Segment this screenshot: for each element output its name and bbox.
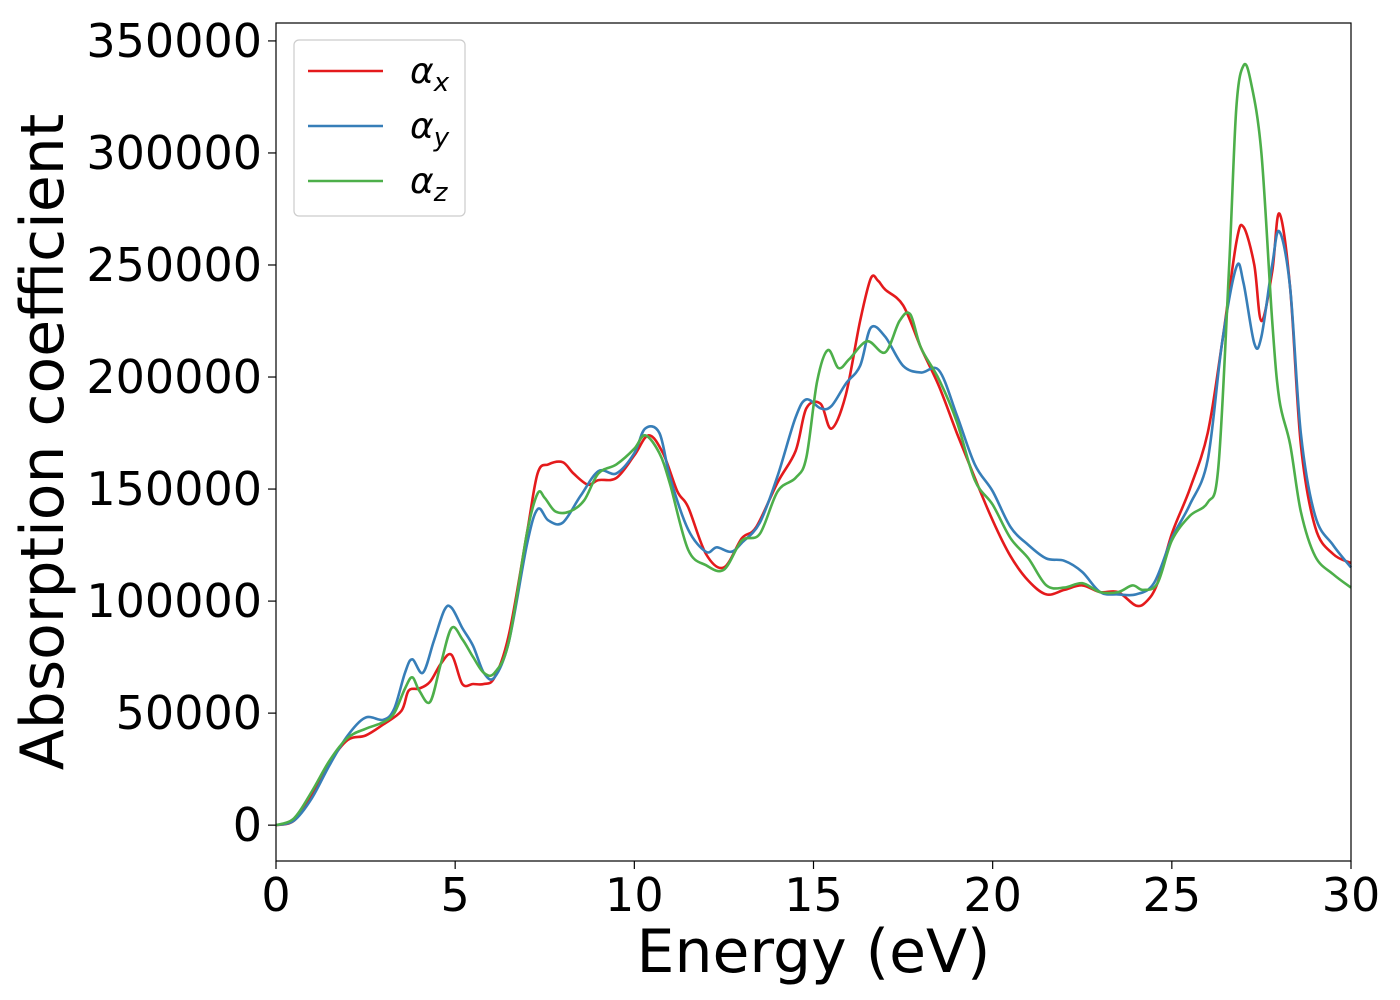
legend: αx αy αz [293,39,466,217]
series-layer [275,62,1353,827]
x-tick-label: 30 [1322,868,1381,922]
legend-label-y: αy [410,106,450,153]
series-line-z [275,62,1352,827]
y-tick-label: 100000 [86,574,262,628]
x-tick-label: 0 [261,868,290,922]
series-line-x [275,212,1352,827]
y-tick-label: 0 [233,798,262,852]
x-tick-label: 5 [441,868,470,922]
y-axis-label: Absorption coefficient [8,114,78,771]
y-tick-label: 200000 [86,350,262,404]
x-tick-label: 25 [1143,868,1202,922]
y-tick-label: 50000 [116,686,262,740]
y-tick-label: 300000 [86,126,262,180]
series-line-y [275,229,1353,827]
y-tick-label: 350000 [86,14,262,68]
y-tick-label: 250000 [86,238,262,292]
x-tick-label: 10 [605,868,664,922]
x-tick-label: 15 [784,868,843,922]
x-axis-label: Energy (eV) [637,917,991,987]
legend-label-x: αx [410,51,450,98]
legend-box [293,39,466,217]
y-tick-label: 150000 [86,462,262,516]
x-axis-ticks: 0 5 10 15 20 25 30 [261,861,1380,922]
x-tick-label: 20 [963,868,1022,922]
legend-label-z: αz [410,161,449,208]
y-axis-ticks: 0 50000 100000 150000 200000 250000 300000 3500… [86,14,276,852]
